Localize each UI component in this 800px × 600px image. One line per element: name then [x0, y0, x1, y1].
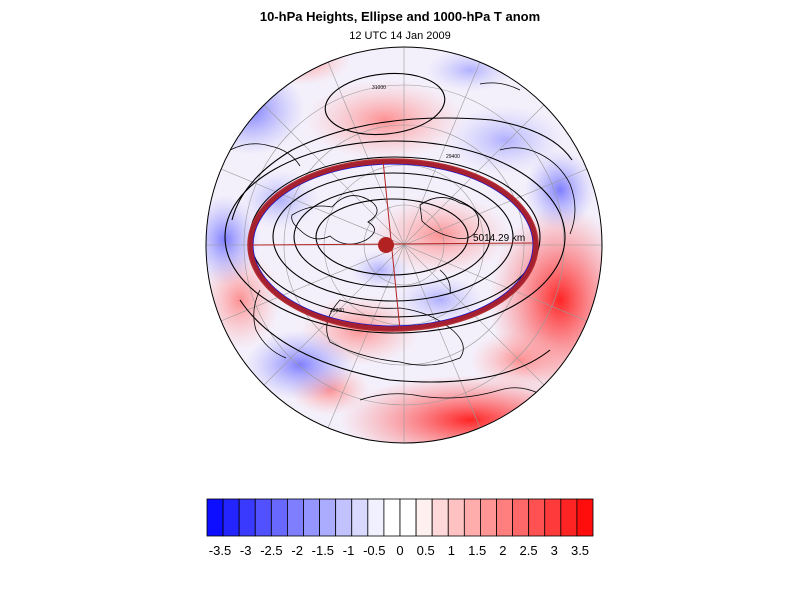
colorbar-cell — [287, 498, 304, 537]
colorbar-cell — [399, 498, 417, 537]
colorbar-cell — [512, 498, 530, 537]
colorbar-cell — [367, 498, 385, 537]
colorbar-tick-label: -3 — [239, 543, 252, 558]
colorbar-cell — [496, 498, 513, 537]
coastlines — [229, 82, 576, 401]
colorbar-cell — [560, 498, 578, 537]
colorbar-cell — [238, 498, 256, 537]
contour-label: 29400 — [446, 154, 460, 160]
ellipse-distance-label: 5014.29 km — [473, 233, 525, 244]
temperature-anomaly-field — [206, 47, 602, 443]
colorbar-cell — [528, 498, 546, 537]
colorbar-tick-label: -1.5 — [311, 543, 335, 558]
colorbar-tick-label: 0 — [396, 543, 404, 558]
colorbar-cell — [335, 498, 353, 537]
map-subtitle: 12 UTC 14 Jan 2009 — [349, 30, 451, 42]
colorbar-tick-label: 0.5 — [416, 543, 435, 558]
colorbar-cell — [463, 498, 481, 537]
contour-label: 31000 — [372, 85, 386, 91]
colorbar-cell — [270, 498, 288, 537]
colorbar-tick-label: -2 — [291, 543, 303, 558]
map-title: 10-hPa Heights, Ellipse and 1000-hPa T a… — [259, 9, 541, 24]
colorbar-tick-label: 2.5 — [519, 543, 538, 558]
ellipse-outer — [247, 158, 539, 332]
colorbar-tick-label: -1 — [342, 543, 355, 558]
contour-label: 29800 — [330, 308, 344, 314]
height-contours — [224, 72, 573, 383]
colorbar-cell — [303, 498, 320, 537]
colorbar-cell — [576, 498, 594, 537]
colorbar-cell — [431, 498, 449, 537]
colorbar-tick-label: 1.5 — [468, 543, 487, 558]
colorbar-cell — [544, 498, 562, 537]
colorbar-cell — [222, 498, 240, 537]
colorbar-tick-label: 2 — [499, 543, 507, 558]
colorbar-tick-label: 1 — [447, 543, 456, 558]
colorbar-tick-label: -2.5 — [260, 543, 283, 558]
colorbar-tick-label: -0.5 — [363, 543, 386, 558]
colorbar-cell — [383, 498, 401, 537]
colorbar-tick-label: -3.5 — [208, 543, 232, 558]
colorbar-cell — [254, 498, 272, 537]
ellipse-center-marker — [378, 237, 394, 253]
colorbar-cell — [206, 498, 224, 537]
colorbar-cell — [319, 498, 337, 537]
colorbar-cell — [351, 498, 369, 537]
colorbar-tick-label: 3.5 — [570, 543, 590, 558]
colorbar-tick-label: 3 — [550, 543, 558, 558]
globe-border — [205, 46, 603, 444]
colorbar-cell — [480, 498, 497, 537]
colorbar-cell — [447, 498, 465, 537]
colorbar-cell — [415, 498, 433, 537]
